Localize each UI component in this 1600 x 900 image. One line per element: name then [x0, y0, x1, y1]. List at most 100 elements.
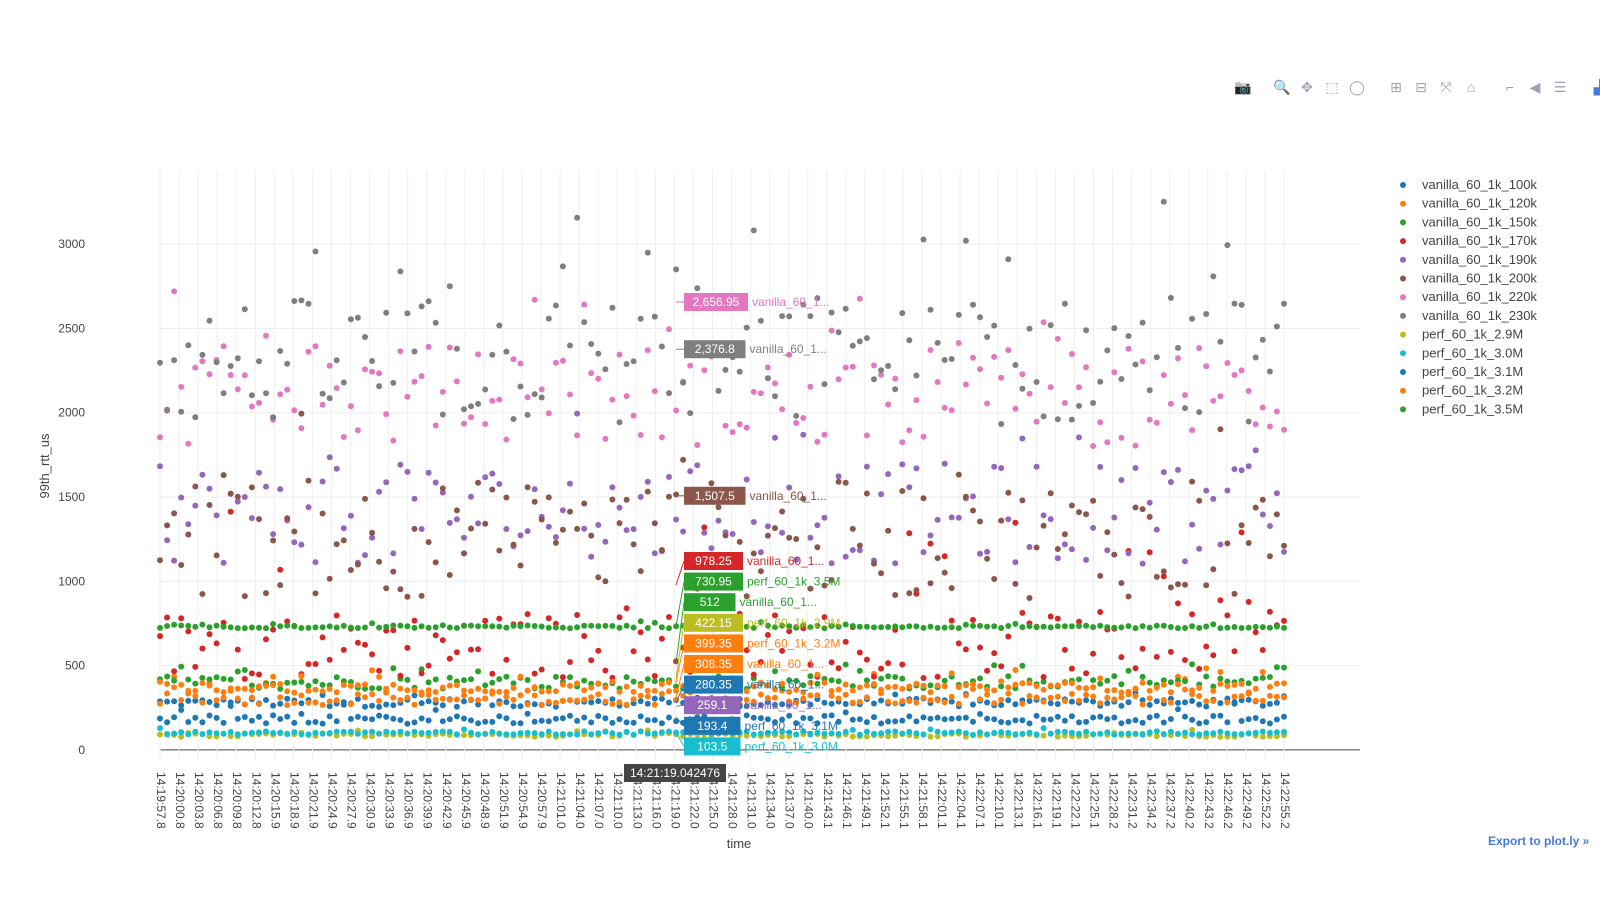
data-point	[270, 712, 277, 719]
data-point	[786, 534, 793, 541]
data-point	[157, 731, 163, 738]
zoom-icon[interactable]: 🔍	[1273, 78, 1291, 95]
data-point	[446, 682, 453, 689]
data-point	[849, 342, 856, 349]
data-point	[362, 366, 368, 373]
data-point	[948, 617, 955, 624]
data-point	[998, 625, 1005, 631]
data-point	[199, 471, 206, 478]
box-select-icon[interactable]: ⬚	[1325, 78, 1339, 95]
data-point	[192, 693, 199, 699]
data-point	[630, 678, 637, 685]
data-point	[559, 681, 566, 688]
data-point	[595, 730, 602, 737]
legend-item[interactable]: perf_60_1k_2.9M	[1422, 327, 1523, 342]
camera-icon[interactable]: 📷	[1234, 78, 1252, 95]
data-point	[772, 694, 778, 701]
data-point	[206, 485, 213, 492]
data-point	[786, 677, 793, 684]
data-point	[1245, 418, 1252, 425]
hover-compare-icon[interactable]: ☰	[1553, 78, 1567, 95]
hover-series-name: perf_60_1k_3.1M	[745, 719, 838, 733]
data-point	[779, 728, 786, 735]
data-point	[319, 510, 326, 517]
data-point	[503, 656, 510, 663]
data-point	[962, 646, 969, 653]
autoscale-icon[interactable]: ⤧	[1440, 78, 1452, 95]
data-point	[1182, 699, 1188, 706]
data-point	[1153, 354, 1160, 361]
zoom-out-icon[interactable]: ⊟	[1415, 78, 1427, 95]
data-point	[390, 627, 397, 634]
data-point	[354, 730, 361, 737]
data-point	[1189, 661, 1196, 668]
data-point	[277, 700, 284, 707]
legend-item[interactable]: vanilla_60_1k_150k	[1422, 214, 1537, 229]
data-point	[906, 484, 913, 491]
data-point	[651, 550, 658, 557]
legend-item[interactable]: perf_60_1k_3.5M	[1422, 401, 1523, 416]
legend-item[interactable]: vanilla_60_1k_200k	[1422, 271, 1537, 286]
legend-item[interactable]: vanilla_60_1k_120k	[1422, 196, 1537, 211]
data-point	[835, 695, 842, 702]
hover-closest-icon[interactable]: ◀	[1529, 78, 1541, 95]
zoom-in-icon[interactable]: ⊞	[1390, 78, 1402, 95]
data-point	[178, 383, 185, 390]
data-point	[1281, 664, 1287, 671]
legend-item[interactable]: perf_60_1k_3.2M	[1422, 383, 1523, 398]
data-point	[1033, 683, 1040, 689]
data-point	[185, 687, 192, 694]
legend-item[interactable]: vanilla_60_1k_190k	[1422, 252, 1537, 267]
data-point	[354, 561, 361, 568]
pan-icon[interactable]: ✥	[1301, 78, 1313, 95]
data-point	[298, 297, 305, 304]
data-point	[383, 713, 390, 720]
legend-item[interactable]: perf_60_1k_3.0M	[1422, 345, 1523, 360]
data-point	[362, 334, 368, 340]
data-point	[673, 683, 680, 690]
data-point	[1252, 354, 1259, 361]
data-point	[1068, 713, 1075, 720]
data-point	[1118, 376, 1125, 382]
data-point	[227, 687, 234, 694]
legend-item[interactable]: perf_60_1k_3.1M	[1422, 364, 1523, 379]
legend-item[interactable]: vanilla_60_1k_170k	[1422, 233, 1537, 248]
data-point	[673, 491, 680, 498]
legend-item[interactable]: vanilla_60_1k_100k	[1422, 177, 1537, 192]
data-point	[1231, 466, 1238, 473]
data-point	[757, 568, 764, 575]
legend-item[interactable]: vanilla_60_1k_230k	[1422, 308, 1537, 323]
x-tick-label: 14:22:49.2	[1240, 772, 1254, 829]
data-point	[284, 360, 291, 367]
data-point	[510, 416, 517, 422]
hover-connector	[675, 684, 685, 703]
data-point	[333, 541, 340, 548]
legend-item[interactable]: vanilla_60_1k_220k	[1422, 289, 1537, 304]
data-point	[1118, 580, 1125, 586]
data-point	[418, 623, 425, 630]
data-point	[1217, 675, 1224, 682]
data-point	[552, 688, 559, 695]
data-point	[1224, 540, 1231, 547]
data-point	[411, 728, 418, 735]
data-point	[531, 684, 538, 691]
export-to-plotly-link[interactable]: Export to plot.ly »	[1488, 834, 1590, 848]
data-point	[588, 657, 595, 664]
plotly-logo-icon[interactable]: ▟	[1593, 78, 1600, 95]
data-point	[489, 470, 496, 477]
data-point	[1104, 716, 1111, 723]
data-point	[623, 622, 630, 629]
data-point	[1111, 624, 1118, 631]
data-point	[248, 670, 255, 677]
data-point	[241, 625, 248, 632]
data-point	[941, 553, 948, 560]
lasso-select-icon[interactable]: ◯	[1349, 78, 1365, 95]
data-point	[178, 707, 185, 713]
data-point	[362, 624, 368, 631]
data-point	[1189, 478, 1196, 485]
data-point	[1012, 580, 1019, 587]
data-point	[333, 465, 340, 472]
data-point	[892, 592, 899, 598]
spike-lines-icon[interactable]: ⌐	[1505, 79, 1515, 95]
reset-axes-icon[interactable]: ⌂	[1466, 79, 1476, 95]
